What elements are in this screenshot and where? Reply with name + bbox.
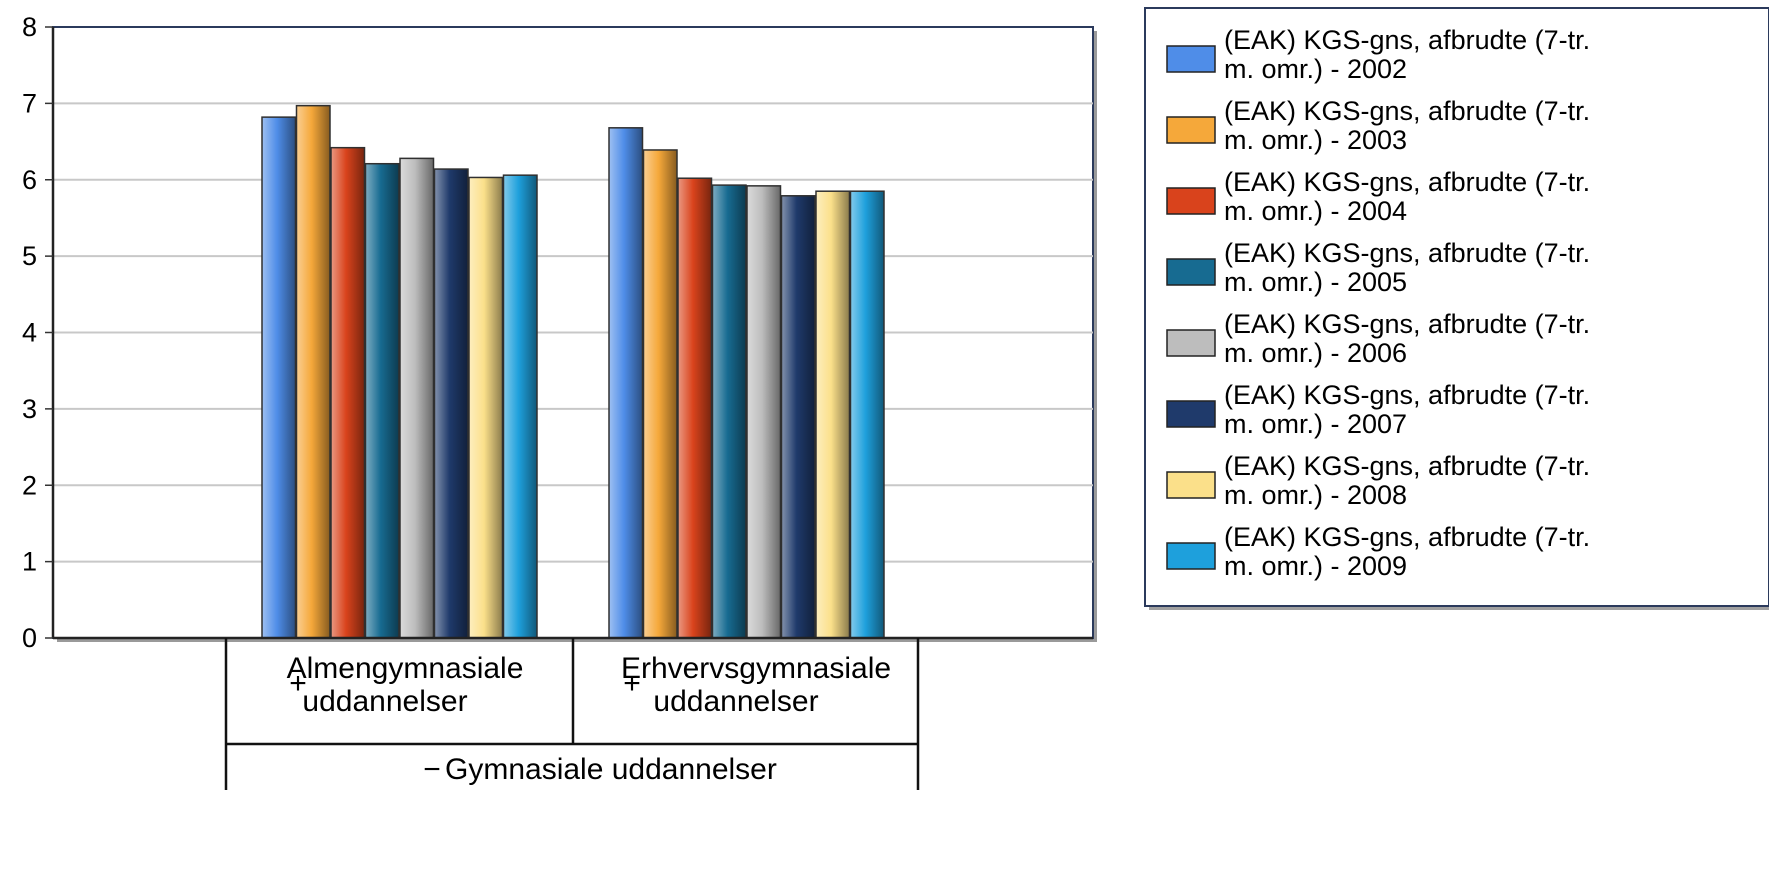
- bar-series-2-cat-0: [330, 146, 366, 639]
- category-label: Erhvervsgymnasiale: [621, 652, 891, 685]
- legend-label: (EAK) KGS-gns, afbrudte (7-tr.: [1224, 309, 1590, 339]
- legend-label: (EAK) KGS-gns, afbrudte (7-tr.: [1224, 380, 1590, 410]
- legend-label: (EAK) KGS-gns, afbrudte (7-tr.: [1224, 96, 1590, 126]
- bar-series-4-cat-1: [746, 185, 782, 639]
- bar-series-5-cat-1: [780, 195, 816, 639]
- legend-label: m. omr.) - 2009: [1224, 551, 1407, 581]
- bar-series-0-cat-0: [261, 116, 297, 639]
- bar-series-7-cat-1: [849, 190, 885, 639]
- legend-swatch: [1166, 400, 1216, 428]
- plot-area: [52, 26, 1097, 642]
- legend-label: (EAK) KGS-gns, afbrudte (7-tr.: [1224, 238, 1590, 268]
- legend-box: [1144, 7, 1769, 607]
- legend-swatch: [1166, 187, 1216, 215]
- bar-series-7-cat-0: [502, 174, 538, 639]
- legend-label: m. omr.) - 2002: [1224, 54, 1407, 84]
- y-axis-ticks: 0 1 2 3 4 5 6 7 8: [22, 12, 53, 653]
- legend-label: m. omr.) - 2003: [1224, 125, 1407, 155]
- y-tick-label: 2: [22, 470, 37, 500]
- bar-series-5-cat-0: [433, 168, 469, 639]
- bar-series-0-cat-1: [608, 127, 644, 639]
- bar-series-1-cat-0: [295, 104, 331, 639]
- legend-swatch: [1166, 45, 1216, 73]
- y-tick-label: 4: [22, 318, 37, 348]
- category-label: Almengymnasiale: [287, 652, 524, 685]
- legend-label: m. omr.) - 2006: [1224, 338, 1407, 368]
- legend-label: (EAK) KGS-gns, afbrudte (7-tr.: [1224, 25, 1590, 55]
- legend-label: m. omr.) - 2004: [1224, 196, 1407, 226]
- bar-series-3-cat-1: [711, 184, 747, 639]
- legend-label: (EAK) KGS-gns, afbrudte (7-tr.: [1224, 451, 1590, 481]
- gridlines: [53, 102, 1093, 563]
- group-label: Gymnasiale uddannelser: [445, 753, 777, 786]
- y-tick-label: 3: [22, 394, 37, 424]
- legend: (EAK) KGS-gns, afbrudte (7-tr.m. omr.) -…: [1144, 7, 1769, 610]
- legend-label: m. omr.) - 2007: [1224, 409, 1407, 439]
- category-label: uddannelser: [653, 685, 818, 718]
- y-tick-label: 7: [22, 88, 37, 118]
- y-tick-label: 0: [22, 623, 37, 653]
- bar-series-4-cat-0: [399, 157, 435, 639]
- expand-icon[interactable]: +: [623, 667, 641, 700]
- bar-series-6-cat-0: [468, 176, 504, 639]
- bar-series-6-cat-1: [815, 190, 851, 639]
- bar-series-3-cat-0: [364, 162, 400, 639]
- legend-label: m. omr.) - 2005: [1224, 267, 1407, 297]
- legend-label: (EAK) KGS-gns, afbrudte (7-tr.: [1224, 167, 1590, 197]
- bar-series-2-cat-1: [677, 177, 713, 639]
- legend-label: m. omr.) - 2008: [1224, 480, 1407, 510]
- category-label: uddannelser: [302, 685, 467, 718]
- legend-swatch: [1166, 258, 1216, 286]
- legend-swatch: [1166, 471, 1216, 499]
- y-tick-label: 1: [22, 547, 37, 577]
- y-tick-label: 6: [22, 165, 37, 195]
- expand-icon[interactable]: +: [289, 667, 307, 700]
- legend-swatch: [1166, 329, 1216, 357]
- legend-label: (EAK) KGS-gns, afbrudte (7-tr.: [1224, 522, 1590, 552]
- legend-swatch: [1166, 116, 1216, 144]
- y-tick-label: 8: [22, 12, 37, 42]
- legend-swatch: [1166, 542, 1216, 570]
- collapse-icon[interactable]: −: [423, 753, 441, 786]
- y-tick-label: 5: [22, 241, 37, 271]
- bar-series-1-cat-1: [642, 149, 678, 639]
